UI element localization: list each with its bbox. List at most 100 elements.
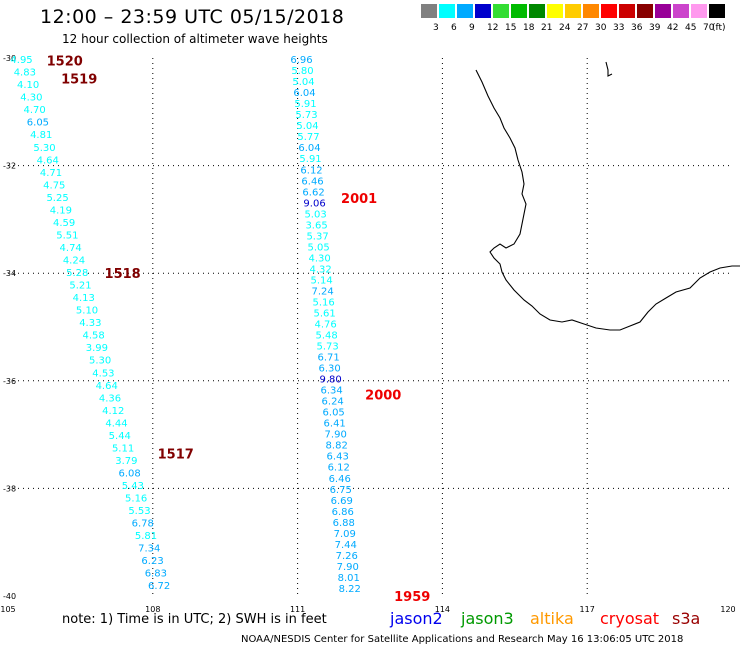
legend-level: 27 <box>577 23 589 33</box>
wave-height-value: 7.09 <box>334 529 356 540</box>
legend-swatch <box>439 4 455 18</box>
wave-height-value: 7.26 <box>336 551 358 562</box>
legend-swatch <box>619 4 635 18</box>
wave-height-value: 5.16 <box>125 494 147 505</box>
legend-level: 6 <box>451 23 457 33</box>
wave-height-value: 4.24 <box>63 256 85 267</box>
pass-time-label: 1517 <box>158 447 194 462</box>
lat-tick-label: -30 <box>3 54 16 63</box>
wave-height-value: 7.34 <box>138 544 160 555</box>
legend-level: 33 <box>613 23 625 33</box>
legend-level: 24 <box>559 23 571 33</box>
pass-time-label: 2001 <box>341 192 377 207</box>
wave-height-value: 6.05 <box>323 408 345 419</box>
island-outline <box>605 61 613 77</box>
wave-height-value: 3.99 <box>86 343 108 354</box>
wave-height-value: 5.53 <box>128 506 150 517</box>
lon-tick-label: 114 <box>435 605 450 614</box>
wave-height-value: 4.71 <box>40 168 62 179</box>
wave-height-value: 4.58 <box>82 331 104 342</box>
wave-height-value: 6.41 <box>324 419 346 430</box>
lon-tick-label: 108 <box>145 605 160 614</box>
wave-height-value: 5.21 <box>69 281 91 292</box>
pass-time-label: 1959 <box>394 590 430 605</box>
wave-height-value: 6.46 <box>301 176 323 187</box>
wave-height-value: 4.64 <box>37 155 59 166</box>
wave-height-value: 4.53 <box>92 368 114 379</box>
wave-height-value: 6.34 <box>321 386 343 397</box>
wave-height-value: 6.12 <box>300 165 322 176</box>
wave-height-value: 5.03 <box>304 209 326 220</box>
wave-height-value: 9.80 <box>320 375 342 386</box>
wave-height-value: 5.73 <box>295 110 317 121</box>
australia-coastline <box>475 67 740 331</box>
wave-height-value: 6.23 <box>141 556 163 567</box>
wave-height-value: 5.11 <box>112 443 134 454</box>
legend-level: 12 <box>487 23 499 33</box>
legend-level: 15 <box>505 23 517 33</box>
wave-height-value: 4.10 <box>17 80 39 91</box>
wave-height-value: 6.78 <box>132 519 154 530</box>
wave-height-value: 5.10 <box>76 306 98 317</box>
pass-time-label: 1520 <box>47 55 83 70</box>
legend-swatch <box>565 4 581 18</box>
wave-height-value: 9.06 <box>303 198 325 209</box>
legend-swatch <box>475 4 491 18</box>
lon-tick-label: 111 <box>290 605 305 614</box>
wave-height-value: 5.30 <box>33 143 55 154</box>
wave-height-value: 6.46 <box>329 474 351 485</box>
wave-height-value: 7.24 <box>311 286 333 297</box>
wave-height-value: 6.69 <box>331 496 353 507</box>
legend-swatch <box>601 4 617 18</box>
wave-height-value: 4.83 <box>14 68 36 79</box>
wave-height-value: 4.13 <box>73 293 95 304</box>
wave-height-value: 4.81 <box>30 130 52 141</box>
lon-tick-label: 105 <box>0 605 15 614</box>
wave-height-value: 5.77 <box>297 132 319 143</box>
wave-height-value: 5.28 <box>66 268 88 279</box>
wave-height-value: 6.72 <box>148 581 170 592</box>
wave-height-value: 5.14 <box>310 275 332 286</box>
wave-height-value: 5.48 <box>315 331 337 342</box>
wave-height-value: 4.30 <box>20 93 42 104</box>
wave-height-value: 5.05 <box>307 242 329 253</box>
graticule <box>8 58 732 596</box>
satellite-cryosat: cryosat <box>600 609 660 628</box>
legend-swatch <box>511 4 527 18</box>
legend-level: 36 <box>631 23 643 33</box>
wave-height-value: 5.91 <box>299 154 321 165</box>
wave-height-value: 5.80 <box>291 66 313 77</box>
legend-level: 42 <box>667 23 679 33</box>
lat-tick-label: -32 <box>3 162 16 171</box>
legend-level: 70 <box>703 23 715 33</box>
legend-swatch <box>493 4 509 18</box>
wave-height-value: 5.30 <box>89 356 111 367</box>
wave-height-value: 6.05 <box>27 118 49 129</box>
wave-height-value: 4.76 <box>314 320 336 331</box>
pass-time-label: 2000 <box>365 388 401 403</box>
wave-height-value: 6.83 <box>145 569 167 580</box>
wave-height-value: 4.33 <box>79 318 101 329</box>
wave-height-value: 7.90 <box>337 562 359 573</box>
wave-height-value: 6.43 <box>327 452 349 463</box>
wave-height-value: 6.62 <box>302 187 324 198</box>
credit-line: NOAA/NESDIS Center for Satellite Applica… <box>241 634 684 645</box>
wave-height-value: 4.44 <box>105 418 127 429</box>
wave-height-value: 4.95 <box>10 55 32 66</box>
wave-height-value: 5.81 <box>135 531 157 542</box>
wave-height-value: 6.08 <box>118 468 140 479</box>
lat-tick-label: -36 <box>3 377 16 386</box>
legend-level: 3 <box>433 23 439 33</box>
wave-height-value: 8.01 <box>338 573 360 584</box>
legend-swatch <box>547 4 563 18</box>
wave-height-value: 4.19 <box>50 205 72 216</box>
legend-unit: (ft) <box>712 23 726 33</box>
wave-height-value: 5.04 <box>292 77 314 88</box>
satellite-altika: altika <box>530 609 574 628</box>
wave-height-value: 7.90 <box>325 430 347 441</box>
legend-swatch <box>583 4 599 18</box>
wave-height-value: 5.61 <box>313 308 335 319</box>
legend-swatch <box>709 4 725 18</box>
wave-height-value: 8.82 <box>326 441 348 452</box>
